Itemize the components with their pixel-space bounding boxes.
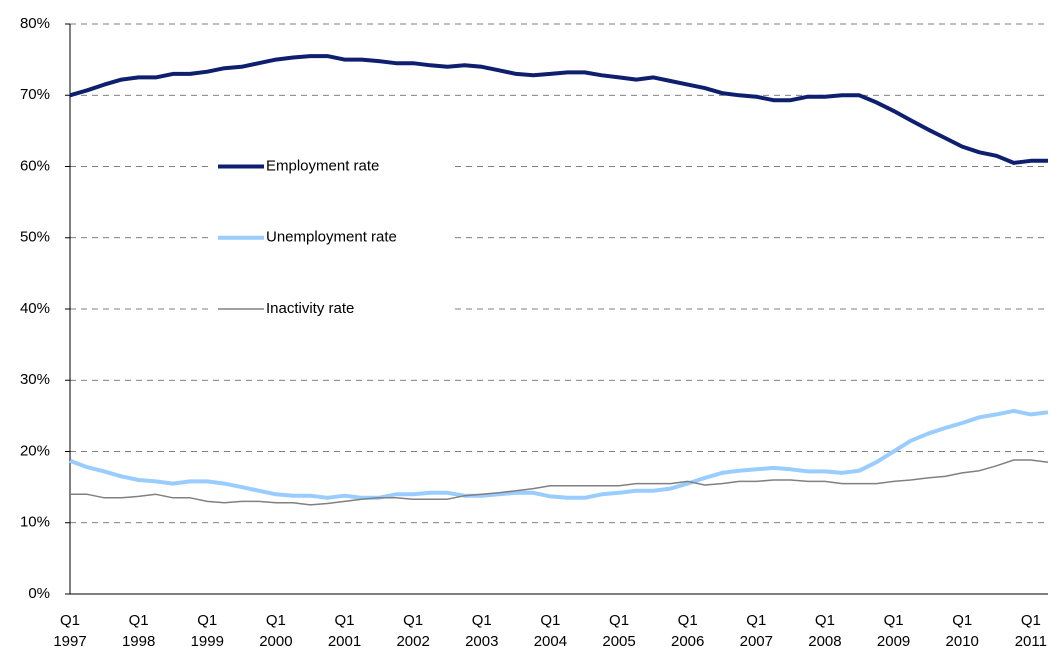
x-tick-label-box: Q1 1997 bbox=[53, 612, 87, 650]
x-tick-label-box: Q1 1998 bbox=[121, 612, 156, 650]
x-tick-label: Q1 2008 bbox=[808, 612, 842, 650]
x-tick-label: Q1 2002 bbox=[396, 612, 430, 650]
y-tick-label: 50% bbox=[20, 229, 50, 246]
x-tick-label: Q1 1999 bbox=[190, 612, 224, 650]
x-tick-label-box: Q1 2002 bbox=[396, 612, 430, 650]
x-tick-label-box: Q1 2001 bbox=[327, 612, 362, 650]
x-tick-label: Q1 2011 bbox=[1014, 612, 1047, 650]
x-tick-label: Q1 2009 bbox=[876, 612, 911, 650]
x-tick-label: Q1 2006 bbox=[670, 612, 705, 650]
y-tick-label: 40% bbox=[20, 300, 50, 317]
legend-label: Inactivity rate bbox=[266, 300, 354, 317]
x-tick-label-box: Q1 1999 bbox=[190, 612, 224, 650]
x-tick-label-box: Q1 2000 bbox=[259, 612, 293, 650]
legend-label: Employment rate bbox=[266, 157, 379, 174]
x-tick-label: Q1 2004 bbox=[533, 612, 568, 650]
x-tick-label-box: Q1 2010 bbox=[945, 612, 979, 650]
y-tick-label: 0% bbox=[28, 585, 50, 602]
x-tick-label: Q1 2001 bbox=[327, 612, 362, 650]
x-tick-label: Q1 2000 bbox=[259, 612, 293, 650]
x-tick-label-box: Q1 2004 bbox=[533, 612, 568, 650]
x-tick-label: Q1 1997 bbox=[53, 612, 87, 650]
x-tick-label: Q1 2010 bbox=[945, 612, 979, 650]
y-tick-label: 80% bbox=[20, 15, 50, 32]
series-line bbox=[69, 408, 1049, 500]
y-tick-label: 70% bbox=[20, 86, 50, 103]
x-tick-label: Q1 2005 bbox=[602, 612, 636, 650]
x-tick-label-box: Q1 2006 bbox=[670, 612, 705, 650]
x-tick-label-box: Q1 2008 bbox=[808, 612, 842, 650]
y-tick-label: 20% bbox=[20, 442, 50, 459]
y-tick-label: 10% bbox=[20, 514, 50, 531]
x-tick-label: Q1 2003 bbox=[465, 612, 499, 650]
series-line bbox=[70, 459, 1049, 506]
x-tick-label-box: Q1 2003 bbox=[465, 612, 499, 650]
x-tick-label: Q1 1998 bbox=[121, 612, 156, 650]
x-tick-label-box: Q1 2007 bbox=[739, 612, 773, 650]
x-tick-label-box: Q1 2005 bbox=[602, 612, 636, 650]
y-tick-label: 30% bbox=[20, 371, 50, 388]
x-tick-label: Q1 2007 bbox=[739, 612, 773, 650]
series-line bbox=[69, 54, 1048, 165]
x-tick-label-box: Q1 2011 bbox=[1014, 612, 1047, 650]
x-tick-label-box: Q1 2009 bbox=[876, 612, 911, 650]
legend-label: Unemployment rate bbox=[266, 229, 397, 246]
y-tick-label: 60% bbox=[20, 157, 50, 174]
